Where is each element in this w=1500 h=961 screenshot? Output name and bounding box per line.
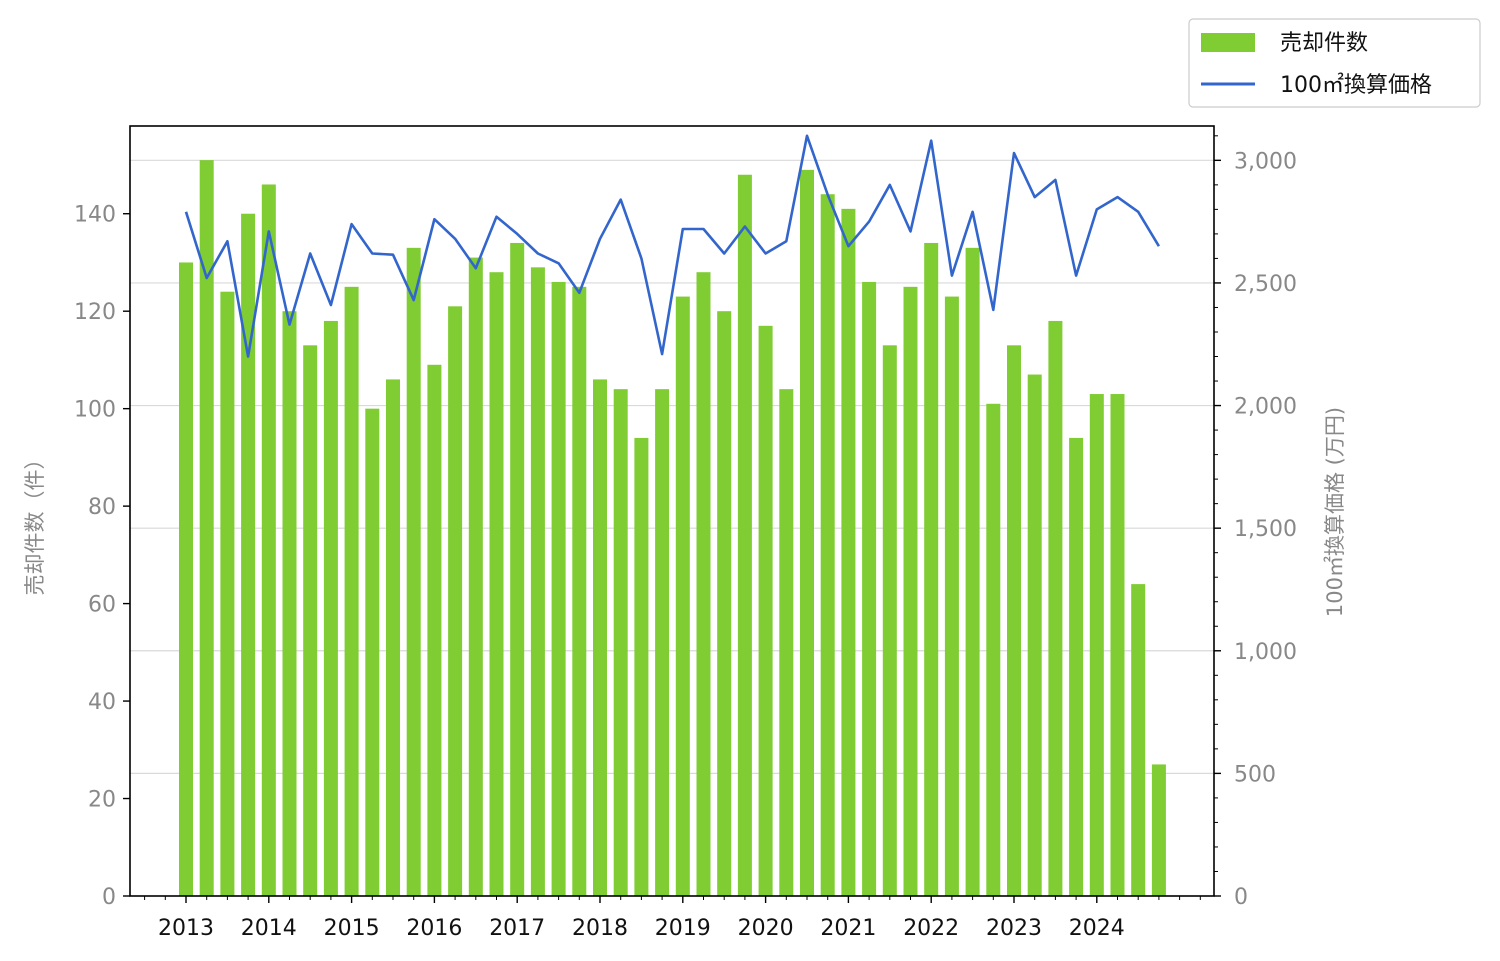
bar <box>862 281 877 897</box>
bar <box>551 281 566 897</box>
y-tick-label: 120 <box>74 300 116 325</box>
plot-frame <box>129 125 1215 897</box>
bar <box>841 208 856 897</box>
x-axis: 2013 2014 2015 2016 2017 2018 2019 2020 2021 2022… <box>144 896 1201 941</box>
bar <box>965 247 980 896</box>
y-tick-label: 0 <box>102 885 116 910</box>
x-tick-label: 2023 <box>986 916 1042 941</box>
legend: 売却件数 100㎡換算価格 <box>1188 18 1481 108</box>
y-axis-left: 0 20 40 60 80 100 120 140 <box>74 203 130 910</box>
bar <box>882 345 897 896</box>
bar <box>572 286 587 897</box>
legend-label-line: 100㎡換算価格 <box>1280 72 1432 98</box>
bar <box>634 437 649 896</box>
bar <box>820 194 835 896</box>
bar <box>675 296 690 897</box>
bar <box>1007 345 1021 896</box>
bar <box>448 306 463 896</box>
x-tick-label: 2020 <box>738 916 794 941</box>
x-tick-label: 2015 <box>324 916 380 941</box>
bar <box>986 403 1001 896</box>
x-tick-label: 2021 <box>820 916 876 941</box>
legend-swatch-bar <box>1201 33 1255 52</box>
y2-tick-label: 500 <box>1234 762 1276 787</box>
bar <box>468 257 483 896</box>
bar <box>1131 584 1146 896</box>
x-tick-label: 2019 <box>655 916 711 941</box>
bar <box>406 247 421 896</box>
x-tick-label: 2014 <box>241 916 297 941</box>
bar <box>199 160 214 897</box>
bar <box>1089 394 1104 896</box>
bar <box>903 286 918 897</box>
bar <box>220 291 235 897</box>
bar <box>1069 437 1084 896</box>
bar <box>530 267 545 896</box>
x-tick-label: 2024 <box>1069 916 1125 941</box>
bar <box>282 311 297 896</box>
y2-tick-label: 0 <box>1234 885 1248 910</box>
bar <box>696 272 711 897</box>
y-tick-label: 80 <box>88 495 116 520</box>
legend-box <box>1188 18 1481 108</box>
bar <box>800 169 814 896</box>
bar <box>924 242 939 896</box>
bar <box>944 296 959 897</box>
bar <box>613 389 628 896</box>
price-line <box>184 134 1161 358</box>
x-tick-label: 2016 <box>406 916 462 941</box>
y-tick-label: 140 <box>74 203 116 228</box>
x-tick-label: 2013 <box>158 916 214 941</box>
y-axis-right: 0 500 1,000 1,500 2,000 2,500 3,000 <box>1214 135 1297 910</box>
bar <box>179 262 193 896</box>
bar <box>593 379 607 896</box>
bar <box>510 242 525 896</box>
bar <box>717 311 732 896</box>
bar <box>1110 394 1125 896</box>
bar <box>1048 320 1063 896</box>
bar <box>303 345 318 896</box>
y2-axis-label: 100㎡換算価格 (万円) <box>1323 407 1347 617</box>
y2-tick-label: 3,000 <box>1234 149 1297 174</box>
y2-tick-label: 2,500 <box>1234 272 1297 297</box>
legend-label-bar: 売却件数 <box>1280 31 1368 56</box>
bar <box>737 174 752 896</box>
bar <box>779 389 794 896</box>
bar <box>344 286 359 897</box>
y-tick-label: 20 <box>88 788 116 813</box>
bar <box>241 213 256 897</box>
y2-tick-label: 1,500 <box>1234 517 1297 542</box>
y-axis-label: 売却件数（件） <box>23 449 47 596</box>
x-tick-label: 2022 <box>903 916 959 941</box>
bar <box>386 379 400 896</box>
bar <box>655 389 670 896</box>
bar <box>323 320 338 896</box>
y2-tick-label: 2,000 <box>1234 395 1297 420</box>
bar <box>489 272 504 897</box>
y-tick-label: 100 <box>74 398 116 423</box>
y2-tick-label: 1,000 <box>1234 640 1297 665</box>
y-tick-label: 60 <box>88 593 116 618</box>
bar <box>758 325 773 896</box>
bar <box>365 408 380 896</box>
bar <box>1151 764 1166 896</box>
line-series <box>184 134 1161 358</box>
y-tick-label: 40 <box>88 690 116 715</box>
x-tick-label: 2018 <box>572 916 628 941</box>
bar-series <box>179 160 1166 897</box>
x-tick-label: 2017 <box>489 916 545 941</box>
bar <box>261 184 276 896</box>
bar <box>427 364 442 896</box>
bar <box>1027 374 1042 896</box>
